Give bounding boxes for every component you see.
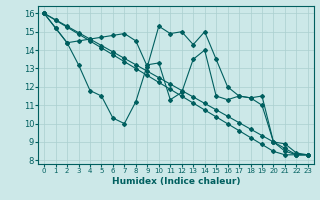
X-axis label: Humidex (Indice chaleur): Humidex (Indice chaleur) [112,177,240,186]
